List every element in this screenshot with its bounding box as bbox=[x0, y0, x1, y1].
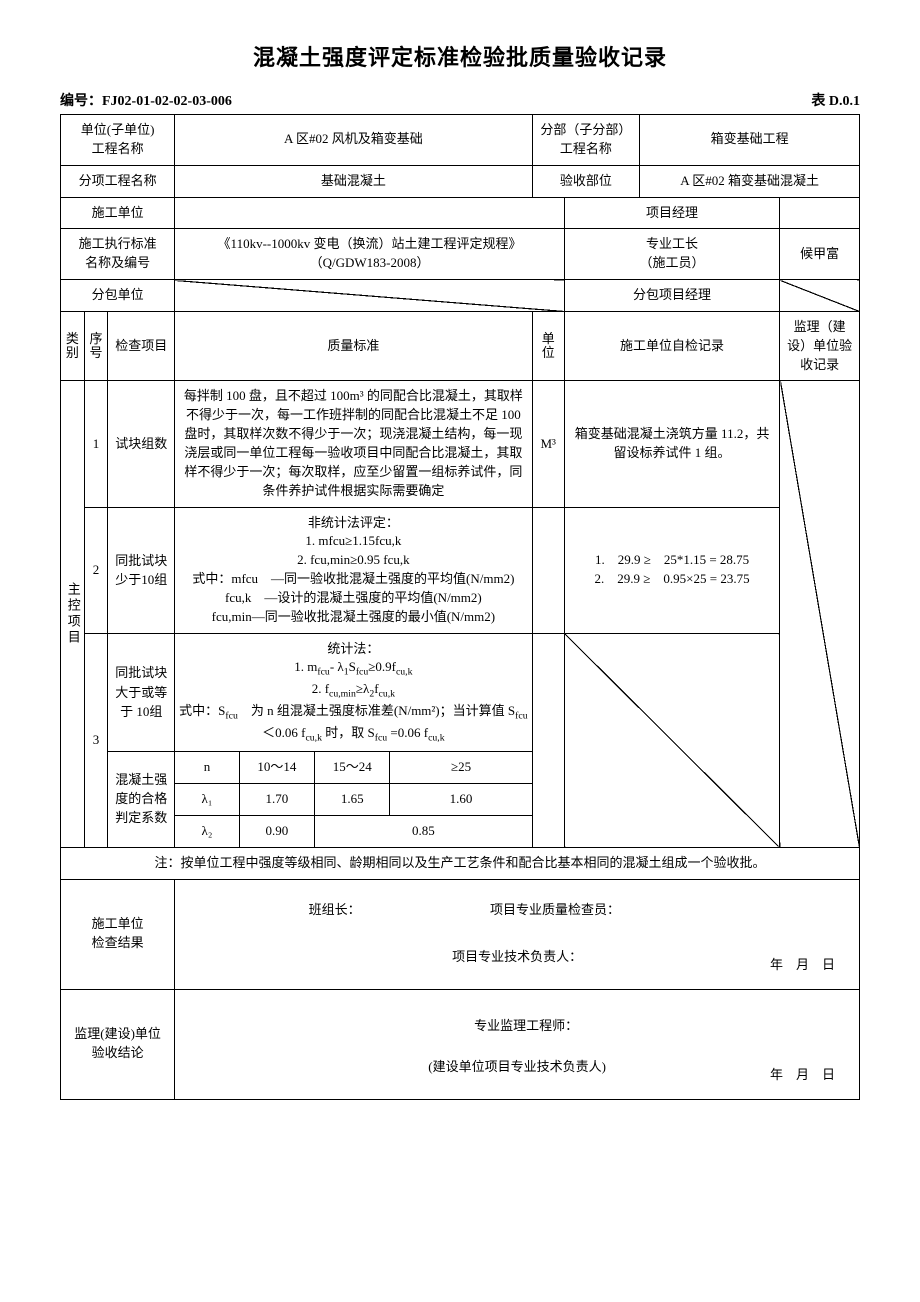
item2-self: 1. 29.9 ≥ 25*1.15 = 28.75 2. 29.9 ≥ 0.95… bbox=[564, 507, 779, 633]
value-accept-part: A 区#02 箱变基础混凝土 bbox=[640, 165, 860, 197]
sig1-label: 施工单位 检查结果 bbox=[61, 879, 175, 989]
coef-l2: λ₂ bbox=[175, 815, 240, 847]
item1-name: 试块组数 bbox=[108, 381, 175, 507]
value-pm bbox=[780, 197, 860, 229]
label-sub-pm: 分包项目经理 bbox=[564, 280, 779, 312]
hdr-item: 检查项目 bbox=[108, 311, 175, 381]
label-foreman: 专业工长 （施工员） bbox=[564, 229, 779, 280]
main-table: 单位(子单位) 工程名称 A 区#02 风机及箱变基础 分部（子分部） 工程名称… bbox=[60, 114, 860, 1100]
table-no: 表 D.0.1 bbox=[811, 90, 860, 110]
hdr-unit: 单位 bbox=[532, 311, 564, 381]
item3-unit bbox=[532, 633, 564, 847]
item1-no: 1 bbox=[84, 381, 108, 507]
value-subcontract bbox=[175, 280, 565, 312]
label-unit-project: 单位(子单位) 工程名称 bbox=[61, 115, 175, 166]
hdr-seq: 序号 bbox=[84, 311, 108, 381]
item2-std: 非统计法评定： 1. mfcu≥1.15fcu,k 2. fcu,min≥0.9… bbox=[175, 507, 532, 633]
label-subitem: 分项工程名称 bbox=[61, 165, 175, 197]
coef-v11: 1.70 bbox=[239, 784, 314, 816]
item3-self bbox=[564, 633, 779, 847]
coef-h1: 10～14 bbox=[239, 752, 314, 784]
table-row: 分项工程名称 基础混凝土 验收部位 A 区#02 箱变基础混凝土 bbox=[61, 165, 860, 197]
sig-row-2: 监理(建设)单位 验收结论 专业监理工程师： (建设单位项目专业技术负责人) 年… bbox=[61, 989, 860, 1099]
supervise-col bbox=[780, 381, 860, 847]
value-standard: 《110kv--1000kv 变电（换流）站土建工程评定规程》 （Q/GDW18… bbox=[175, 229, 565, 280]
page-title: 混凝土强度评定标准检验批质量验收记录 bbox=[60, 40, 860, 72]
value-foreman: 候甲富 bbox=[780, 229, 860, 280]
note-row: 注：按单位工程中强度等级相同、龄期相同以及生产工艺条件和配合比基本相同的混凝土组… bbox=[61, 847, 860, 879]
table-row: 单位(子单位) 工程名称 A 区#02 风机及箱变基础 分部（子分部） 工程名称… bbox=[61, 115, 860, 166]
label-subcontract: 分包单位 bbox=[61, 280, 175, 312]
coef-v12: 1.65 bbox=[315, 784, 390, 816]
item3-no: 3 bbox=[84, 633, 108, 847]
sig1-l2: 项目专业质量检查员： bbox=[490, 901, 620, 920]
table-row: 施工单位 项目经理 bbox=[61, 197, 860, 229]
sig2-label: 监理(建设)单位 验收结论 bbox=[61, 989, 175, 1099]
category-main: 主控项目 bbox=[61, 381, 85, 847]
coef-v13: 1.60 bbox=[390, 784, 532, 816]
item1-self: 箱变基础混凝土浇筑方量 11.2，共留设标养试件 1 组。 bbox=[564, 381, 779, 507]
item2-name: 同批试块少于10组 bbox=[108, 507, 175, 633]
sig1-l3: 项目专业技术负责人： bbox=[179, 948, 855, 967]
coef-v22: 0.85 bbox=[315, 815, 532, 847]
header-row: 编号：FJ02-01-02-02-03-006 表 D.0.1 bbox=[60, 90, 860, 110]
sig2-content: 专业监理工程师： (建设单位项目专业技术负责人) 年 月 日 bbox=[175, 989, 860, 1099]
coef-h2: 15～24 bbox=[315, 752, 390, 784]
coef-l1: λ₁ bbox=[175, 784, 240, 816]
sig2-l2: (建设单位项目专业技术负责人) bbox=[179, 1058, 855, 1077]
sig-row-1: 施工单位 检查结果 班组长： 项目专业质量检查员： 项目专业技术负责人： 年 月… bbox=[61, 879, 860, 989]
coef-n: n bbox=[175, 752, 240, 784]
table-row: 主控项目 1 试块组数 每拌制 100 盘，且不超过 100m³ 的同配合比混凝… bbox=[61, 381, 860, 507]
doc-no: 编号：FJ02-01-02-02-03-006 bbox=[60, 90, 232, 110]
table-row: 3 同批试块大于或等于 10组 统计法： 1. mfcu- λ1Sfcu≥0.9… bbox=[61, 633, 860, 752]
value-subitem: 基础混凝土 bbox=[175, 165, 532, 197]
hdr-standard: 质量标准 bbox=[175, 311, 532, 381]
label-standard: 施工执行标准 名称及编号 bbox=[61, 229, 175, 280]
value-unit-project: A 区#02 风机及箱变基础 bbox=[175, 115, 532, 166]
sig2-date: 年 月 日 bbox=[770, 1066, 835, 1085]
item3-std: 统计法： 1. mfcu- λ1Sfcu≥0.9fcu,k 2. fcu,min… bbox=[175, 633, 532, 752]
table-row: 2 同批试块少于10组 非统计法评定： 1. mfcu≥1.15fcu,k 2.… bbox=[61, 507, 860, 633]
label-construction-unit: 施工单位 bbox=[61, 197, 175, 229]
sig1-l1: 班组长： bbox=[179, 901, 490, 920]
sig2-l1: 专业监理工程师： bbox=[179, 1017, 855, 1036]
coef-v21: 0.90 bbox=[239, 815, 314, 847]
hdr-self-check: 施工单位自检记录 bbox=[564, 311, 779, 381]
hdr-supervise: 监理（建设）单位验收记录 bbox=[780, 311, 860, 381]
item2-unit bbox=[532, 507, 564, 633]
label-accept-part: 验收部位 bbox=[532, 165, 640, 197]
table-row: 分包单位 分包项目经理 bbox=[61, 280, 860, 312]
item3-name: 同批试块大于或等于 10组 bbox=[108, 633, 175, 752]
note-text: 注：按单位工程中强度等级相同、龄期相同以及生产工艺条件和配合比基本相同的混凝土组… bbox=[61, 847, 860, 879]
value-division: 箱变基础工程 bbox=[640, 115, 860, 166]
item2-no: 2 bbox=[84, 507, 108, 633]
item1-std: 每拌制 100 盘，且不超过 100m³ 的同配合比混凝土，其取样不得少于一次，… bbox=[175, 381, 532, 507]
label-division: 分部（子分部） 工程名称 bbox=[532, 115, 640, 166]
sig1-content: 班组长： 项目专业质量检查员： 项目专业技术负责人： 年 月 日 bbox=[175, 879, 860, 989]
table-header-row: 类别 序号 检查项目 质量标准 单位 施工单位自检记录 监理（建设）单位验收记录 bbox=[61, 311, 860, 381]
label-pm: 项目经理 bbox=[564, 197, 779, 229]
hdr-category: 类别 bbox=[61, 311, 85, 381]
sig1-date: 年 月 日 bbox=[770, 956, 835, 975]
coef-h3: ≥25 bbox=[390, 752, 532, 784]
item1-unit: M³ bbox=[532, 381, 564, 507]
value-construction-unit bbox=[175, 197, 565, 229]
value-sub-pm bbox=[780, 280, 860, 312]
coef-label: 混凝土强度的合格判定系数 bbox=[108, 752, 175, 848]
table-row: 施工执行标准 名称及编号 《110kv--1000kv 变电（换流）站土建工程评… bbox=[61, 229, 860, 280]
